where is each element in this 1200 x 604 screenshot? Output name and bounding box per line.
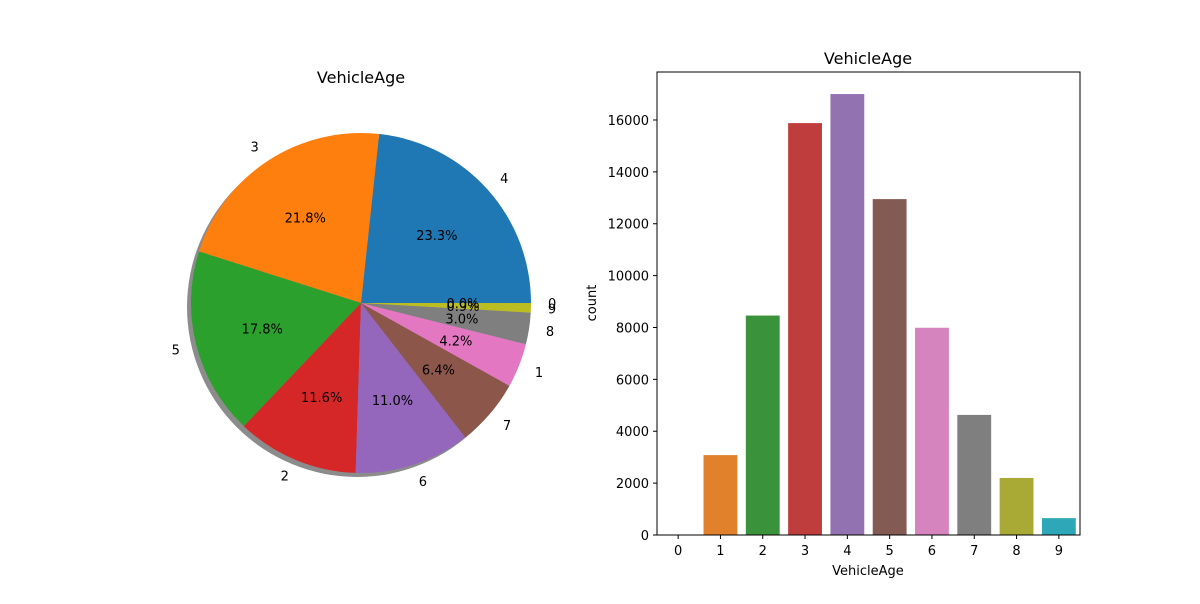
y-tick-label: 14000 — [608, 166, 649, 181]
y-tick-label: 0 — [641, 529, 649, 544]
pie-category-label: 2 — [281, 470, 289, 485]
pie-percent-label: 11.6% — [301, 391, 342, 406]
pie-percent-label: 21.8% — [285, 212, 326, 227]
pie-category-label: 4 — [500, 172, 508, 187]
bar-5 — [873, 199, 907, 535]
pie-category-label: 1 — [535, 366, 543, 381]
bar-7 — [957, 415, 991, 535]
pie-percent-label: 17.8% — [242, 322, 283, 337]
bar-2 — [746, 316, 780, 535]
pie-percent-label: 6.4% — [422, 363, 455, 378]
pie-category-label: 8 — [546, 325, 554, 340]
pie-slice-4 — [361, 134, 531, 303]
bar-series — [661, 94, 1076, 535]
bar-x-axis-label: VehicleAge — [832, 564, 904, 579]
y-tick-label: 4000 — [616, 425, 649, 440]
pie-category-label: 0 — [548, 297, 556, 312]
bar-chart-title: VehicleAge — [824, 49, 912, 68]
bar-3 — [788, 123, 822, 535]
bar-1 — [704, 455, 738, 535]
y-tick-label: 12000 — [608, 218, 649, 233]
bar-8 — [1000, 478, 1034, 535]
pie-percent-label: 23.3% — [416, 229, 457, 244]
bar-y-axis-label: count — [585, 285, 600, 322]
x-tick-label: 6 — [928, 544, 936, 559]
x-tick-label: 2 — [759, 544, 767, 559]
x-tick-label: 8 — [1012, 544, 1020, 559]
pie-category-label: 5 — [172, 344, 180, 359]
x-tick-label: 3 — [801, 544, 809, 559]
y-tick-label: 16000 — [608, 114, 649, 129]
pie-category-label: 3 — [251, 140, 259, 155]
pie-percent-label: 0.0% — [446, 297, 479, 312]
y-tick-label: 6000 — [616, 373, 649, 388]
pie-chart-title: VehicleAge — [317, 68, 405, 87]
pie-percent-label: 11.0% — [372, 394, 413, 409]
bar-4 — [830, 94, 864, 535]
bar-9 — [1042, 518, 1076, 535]
y-tick-label: 8000 — [616, 321, 649, 336]
x-tick-label: 0 — [674, 544, 682, 559]
bar-6 — [915, 328, 949, 535]
y-tick-label: 2000 — [616, 477, 649, 492]
pie-slices — [191, 133, 531, 473]
x-tick-label: 1 — [716, 544, 724, 559]
pie-category-label: 7 — [503, 419, 511, 434]
pie-percent-label: 4.2% — [439, 335, 472, 350]
pie-category-label: 6 — [419, 475, 427, 490]
x-tick-label: 5 — [886, 544, 894, 559]
x-tick-label: 4 — [843, 544, 851, 559]
x-tick-label: 9 — [1055, 544, 1063, 559]
y-tick-label: 10000 — [608, 270, 649, 285]
x-tick-label: 7 — [970, 544, 978, 559]
